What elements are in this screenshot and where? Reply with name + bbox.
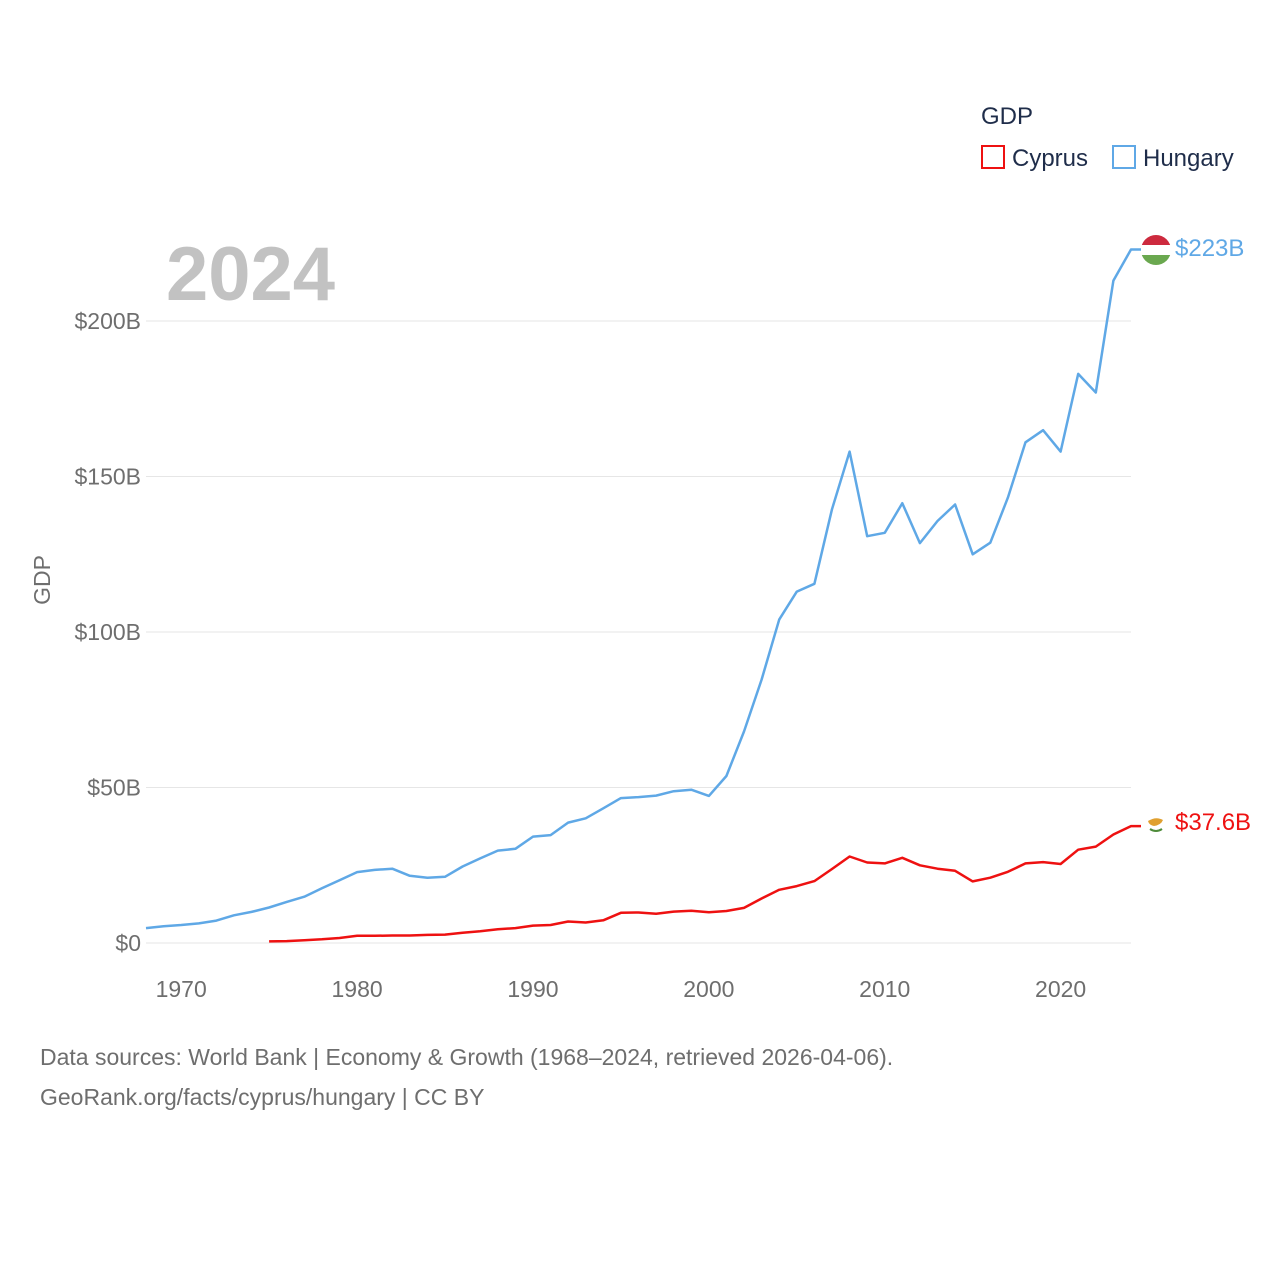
hungary-end-value-label: $223B: [1175, 235, 1244, 262]
x-tick-label: 1990: [507, 976, 558, 1002]
y-tick-label: $100B: [74, 619, 141, 645]
cyprus-end-value-label: $37.6B: [1175, 809, 1251, 836]
x-tick-label: 2000: [683, 976, 734, 1002]
legend-label-cyprus: Cyprus: [1012, 145, 1088, 172]
y-axis-title: GDP: [29, 555, 55, 605]
series-line-hungary[interactable]: [145, 248, 1141, 930]
series-line-cyprus[interactable]: [269, 824, 1141, 943]
series-lines: [145, 248, 1141, 943]
legend-swatch-hungary: [1112, 145, 1136, 169]
y-tick-label: $150B: [74, 464, 141, 490]
x-tick-label: 1980: [331, 976, 382, 1002]
legend-swatch-cyprus: [981, 145, 1005, 169]
x-axis-ticks: 1970 1980 1990 2000 2010 2020: [156, 976, 1087, 1002]
y-tick-label: $50B: [87, 775, 141, 801]
gridlines: [146, 320, 1131, 944]
y-tick-label: $0: [115, 930, 141, 956]
highlight-year-label: 2024: [166, 232, 335, 317]
legend: GDP Cyprus Hungary: [981, 103, 1234, 172]
cyprus-end-marker: $37.6B: [1141, 809, 1251, 839]
attribution-link[interactable]: GeoRank.org/facts/cyprus/hungary | CC BY: [40, 1084, 485, 1110]
hungary-flag-icon: [1141, 235, 1171, 265]
legend-label-hungary: Hungary: [1143, 145, 1234, 172]
y-axis-ticks: $0 $50B $100B $150B $200B: [74, 308, 141, 956]
y-tick-label: $200B: [74, 308, 141, 334]
hungary-end-marker: $223B: [1141, 235, 1244, 265]
x-tick-label: 1970: [156, 976, 207, 1002]
x-tick-label: 2010: [859, 976, 910, 1002]
x-tick-label: 2020: [1035, 976, 1086, 1002]
cyprus-flag-icon: [1148, 818, 1163, 832]
data-source-note: Data sources: World Bank | Economy & Gro…: [40, 1044, 894, 1070]
legend-title: GDP: [981, 103, 1033, 130]
legend-item-cyprus[interactable]: Cyprus: [981, 145, 1088, 172]
legend-item-hungary[interactable]: Hungary: [1112, 145, 1234, 172]
